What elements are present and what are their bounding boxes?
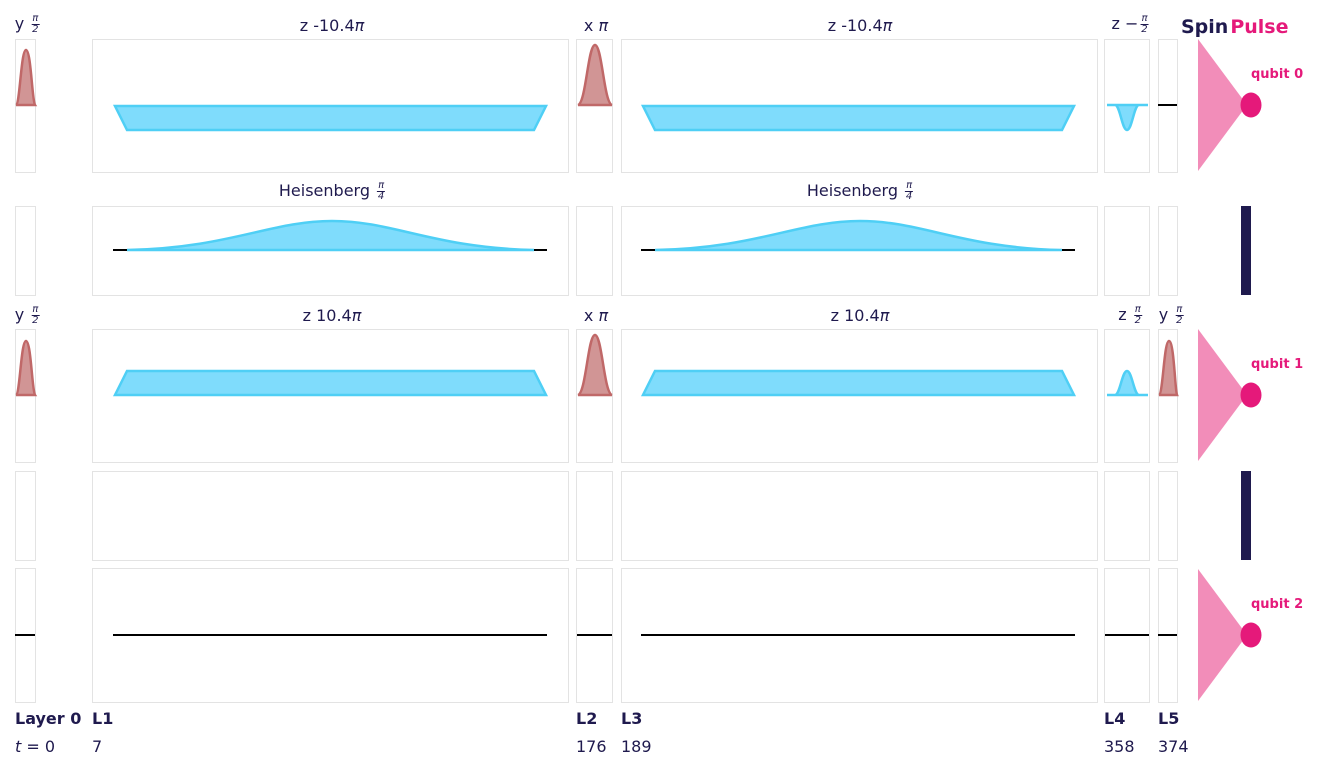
- z-pulse-q1-layer1: [112, 369, 549, 397]
- rf-pulse-q0-layer0: [14, 48, 38, 107]
- time-label-3: 189: [621, 737, 652, 756]
- rf-pulse-q0-layer2: [577, 43, 613, 107]
- layer-label-0: Layer 0: [15, 709, 82, 728]
- panel-c12-layer1: [92, 471, 569, 561]
- rf-pulse-q1-layer2: [577, 333, 613, 397]
- rf-pulse-q1-layer0: [14, 339, 38, 397]
- qubit-0-dot: [1240, 92, 1262, 118]
- qubit-label-0: qubit 0: [1251, 67, 1304, 82]
- gate-label-q1-layer2: x π: [583, 306, 609, 325]
- time-label-0: t = 0: [15, 737, 56, 756]
- gate-label-q1-layer1: z 10.4π: [302, 306, 362, 325]
- gate-label-q0-layer3: z -10.4π: [827, 16, 893, 35]
- gate-label-q0-layer4: z − π 2: [1111, 13, 1149, 35]
- time-label-2: 176: [576, 737, 607, 756]
- qubit-label-1: qubit 1: [1251, 357, 1304, 372]
- panel-c12-layer4: [1104, 471, 1150, 561]
- qubit-label-2: qubit 2: [1251, 597, 1304, 612]
- panel-c01-layer4: [1104, 206, 1150, 296]
- time-label-1: 7: [92, 737, 103, 756]
- layer-label-1: L1: [92, 709, 114, 728]
- qubit-2-cone: [1198, 569, 1247, 701]
- qubit-0-cone: [1198, 39, 1247, 171]
- panel-c12-layer2: [576, 471, 613, 561]
- gate-label-q0-layer1: z -10.4π: [299, 16, 365, 35]
- panel-c12-layer3: [621, 471, 1098, 561]
- z-pulse-q1-layer4: [1107, 369, 1148, 397]
- panel-c01-layer0: [15, 206, 36, 296]
- panel-c01-layer5: [1158, 206, 1178, 296]
- qubit-2-dot: [1240, 622, 1262, 648]
- panel-c12-layer5: [1158, 471, 1178, 561]
- brand-pulse: Pulse: [1230, 16, 1289, 38]
- z-pulse-q0-layer1: [112, 104, 549, 132]
- time-label-5: 374: [1158, 737, 1189, 756]
- brand-spin: Spin: [1181, 16, 1229, 38]
- layer-label-3: L3: [621, 709, 643, 728]
- qubit-1-dot: [1240, 382, 1262, 408]
- z-pulse-q1-layer3: [640, 369, 1077, 397]
- layer-label-5: L5: [1158, 709, 1180, 728]
- coupler-12-bar: [1241, 471, 1251, 560]
- gate-label-q1-layer3: z 10.4π: [830, 306, 890, 325]
- brand-logo: Spin Pulse: [1181, 16, 1289, 38]
- panel-c12-layer0: [15, 471, 36, 561]
- z-pulse-q0-layer4: [1107, 103, 1148, 132]
- qubit-1-cone: [1198, 329, 1247, 461]
- z-pulse-q0-layer3: [640, 104, 1077, 132]
- coupler-01-bar: [1241, 206, 1251, 295]
- panel-c01-layer2: [576, 206, 613, 296]
- time-label-4: 358: [1104, 737, 1135, 756]
- layer-label-2: L2: [576, 709, 598, 728]
- rf-pulse-q1-layer5: [1157, 339, 1179, 397]
- layer-label-4: L4: [1104, 709, 1126, 728]
- exchange-pulse-c01-layer3: [654, 219, 1063, 252]
- gate-label-q0-layer2: x π: [583, 16, 609, 35]
- exchange-pulse-c01-layer1: [126, 219, 535, 252]
